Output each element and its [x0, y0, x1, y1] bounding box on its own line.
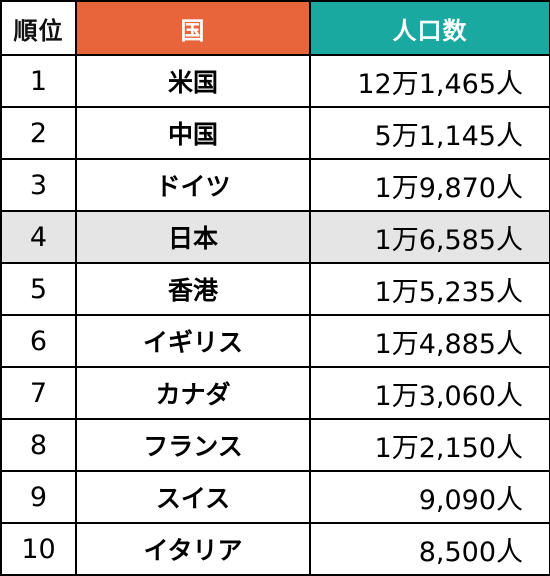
country-cell: イタリア: [75, 522, 311, 576]
table-row: 1 米国 12万1,465人: [0, 54, 550, 108]
table-row-highlighted: 4 日本 1万6,585人: [0, 210, 550, 264]
population-cell: 9,090人: [309, 470, 550, 524]
header-row: 順位 国 人口数: [0, 0, 550, 56]
rank-cell: 3: [0, 158, 77, 212]
population-cell: 1万4,885人: [309, 314, 550, 368]
rank-cell: 5: [0, 262, 77, 316]
table-row: 2 中国 5万1,145人: [0, 106, 550, 160]
rank-cell: 6: [0, 314, 77, 368]
table-row: 9 スイス 9,090人: [0, 470, 550, 524]
table-row: 5 香港 1万5,235人: [0, 262, 550, 316]
table-row: 8 フランス 1万2,150人: [0, 418, 550, 472]
country-cell: 米国: [75, 54, 311, 108]
header-population: 人口数: [309, 0, 550, 56]
population-cell: 1万5,235人: [309, 262, 550, 316]
rank-cell: 10: [0, 522, 77, 576]
country-cell: イギリス: [75, 314, 311, 368]
rank-cell: 8: [0, 418, 77, 472]
country-cell: カナダ: [75, 366, 311, 420]
header-rank: 順位: [0, 0, 77, 56]
population-cell: 8,500人: [309, 522, 550, 576]
country-cell: 香港: [75, 262, 311, 316]
rank-cell: 7: [0, 366, 77, 420]
rank-cell: 4: [0, 210, 77, 264]
rank-cell: 9: [0, 470, 77, 524]
table-row: 6 イギリス 1万4,885人: [0, 314, 550, 368]
header-country: 国: [75, 0, 311, 56]
population-cell: 12万1,465人: [309, 54, 550, 108]
table-row: 7 カナダ 1万3,060人: [0, 366, 550, 420]
country-cell: フランス: [75, 418, 311, 472]
table-body: 1 米国 12万1,465人 2 中国 5万1,145人 3 ドイツ 1万9,8…: [0, 54, 550, 576]
country-cell: ドイツ: [75, 158, 311, 212]
population-cell: 1万2,150人: [309, 418, 550, 472]
table-row: 3 ドイツ 1万9,870人: [0, 158, 550, 212]
population-cell: 1万6,585人: [309, 210, 550, 264]
table-header: 順位 国 人口数: [0, 0, 550, 56]
country-cell: 日本: [75, 210, 311, 264]
population-cell: 5万1,145人: [309, 106, 550, 160]
country-cell: スイス: [75, 470, 311, 524]
table-row: 10 イタリア 8,500人: [0, 522, 550, 576]
population-cell: 1万3,060人: [309, 366, 550, 420]
rank-cell: 1: [0, 54, 77, 108]
rank-cell: 2: [0, 106, 77, 160]
country-cell: 中国: [75, 106, 311, 160]
population-cell: 1万9,870人: [309, 158, 550, 212]
